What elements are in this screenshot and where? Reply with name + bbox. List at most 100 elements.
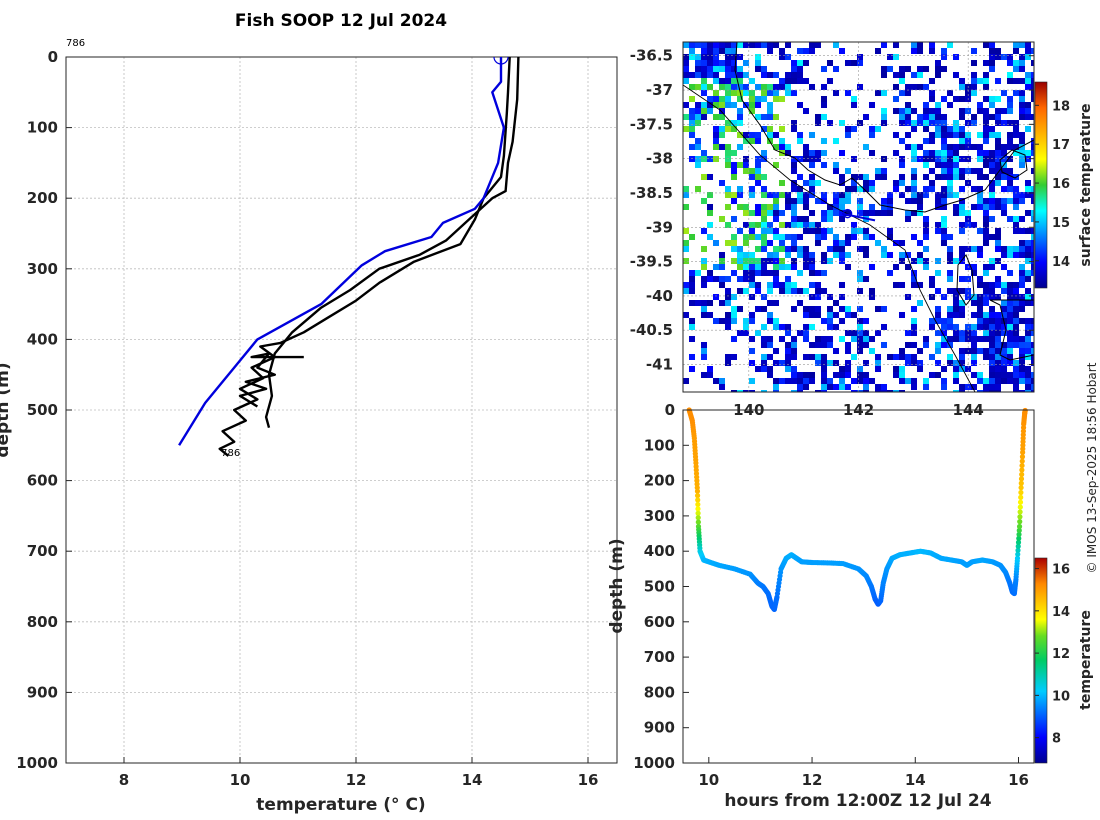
sst-cell [917, 204, 923, 210]
sst-cell [1007, 360, 1013, 366]
sst-cell [941, 198, 947, 204]
sst-cell [767, 270, 773, 276]
timeseries-point [1019, 462, 1025, 469]
sst-cell [851, 354, 857, 360]
sst-cell [749, 108, 755, 114]
sst-cell [1019, 348, 1025, 354]
sst-cell [755, 306, 761, 312]
sst-cell [683, 192, 689, 198]
sst-cell [977, 300, 983, 306]
sst-cell [797, 156, 803, 162]
sst-cell [923, 216, 929, 222]
sst-cell [803, 324, 809, 330]
sst-cell [881, 72, 887, 78]
sst-cell [1001, 168, 1007, 174]
sst-cell [761, 342, 767, 348]
sst-cell [983, 114, 989, 120]
sst-cell [959, 156, 965, 162]
sst-cell [857, 84, 863, 90]
sst-cell [1007, 138, 1013, 144]
sst-cell [755, 60, 761, 66]
sst-cell [941, 228, 947, 234]
sst-cell [1001, 264, 1007, 270]
profile-x-tick-label: 16 [578, 771, 599, 789]
sst-cell [989, 114, 995, 120]
sst-cell [737, 78, 743, 84]
sst-cell [1007, 282, 1013, 288]
sst-cell [1031, 324, 1034, 330]
sst-cell [1013, 60, 1019, 66]
sst-cell [755, 114, 761, 120]
sst-cell [857, 324, 863, 330]
map-y-tick-label: -37 [646, 81, 673, 99]
sst-cell [725, 156, 731, 162]
sst-cell [707, 192, 713, 198]
sst-cell [785, 246, 791, 252]
sst-cell [851, 102, 857, 108]
sst-cell [941, 174, 947, 180]
sst-cell [689, 126, 695, 132]
sst-cell [731, 318, 737, 324]
sst-cell [785, 234, 791, 240]
sst-cell [833, 312, 839, 318]
sst-cell [839, 48, 845, 54]
sst-cell [821, 216, 827, 222]
sst-cell [689, 42, 695, 48]
sst-cell [1019, 96, 1025, 102]
sst-cell [893, 372, 899, 378]
sst-cell [989, 180, 995, 186]
sst-cell [1007, 294, 1013, 300]
sst-cell [983, 354, 989, 360]
sst-cell [857, 204, 863, 210]
vessel-track [841, 208, 876, 222]
sst-cell [929, 294, 935, 300]
map-colorbar-tick-label: 14 [1052, 255, 1070, 270]
sst-cell [683, 282, 689, 288]
sst-cell [785, 192, 791, 198]
sst-cell [953, 330, 959, 336]
sst-cell [959, 276, 965, 282]
sst-cell [683, 102, 689, 108]
sst-cell [1013, 228, 1019, 234]
sst-cell [773, 252, 779, 258]
profile-grid [66, 56, 617, 764]
sst-cell [797, 300, 803, 306]
sst-cell [1025, 318, 1031, 324]
sst-cell [731, 60, 737, 66]
sst-cell [797, 186, 803, 192]
sst-cell [863, 246, 869, 252]
sst-cell [743, 72, 749, 78]
sst-cell [863, 228, 869, 234]
sst-cell [935, 72, 941, 78]
sst-cell [953, 120, 959, 126]
sst-cell [989, 336, 995, 342]
sst-cell [929, 372, 935, 378]
sst-cell [797, 48, 803, 54]
sst-cell [797, 246, 803, 252]
sst-cell [911, 84, 917, 90]
sst-cell [761, 270, 767, 276]
sst-cell [833, 252, 839, 258]
sst-cell [1019, 246, 1025, 252]
sst-cell [869, 186, 875, 192]
sst-cell [983, 294, 989, 300]
sst-cell [905, 264, 911, 270]
sst-cell [857, 366, 863, 372]
timeseries-y-tick-label: 200 [644, 472, 675, 490]
sst-cell [749, 168, 755, 174]
sst-cell [683, 114, 689, 120]
sst-cell [821, 138, 827, 144]
sst-cell [743, 210, 749, 216]
sst-cell [911, 156, 917, 162]
timeseries-colorbar-tick-label: 8 [1052, 732, 1061, 747]
sst-cell [977, 282, 983, 288]
sst-cell [1019, 162, 1025, 168]
sst-cell [833, 66, 839, 72]
sst-cell [857, 174, 863, 180]
sst-cell [773, 42, 779, 48]
sst-cell [875, 366, 881, 372]
sst-cell [821, 252, 827, 258]
sst-cell [785, 378, 791, 384]
sst-cell [773, 132, 779, 138]
sst-cell [755, 102, 761, 108]
